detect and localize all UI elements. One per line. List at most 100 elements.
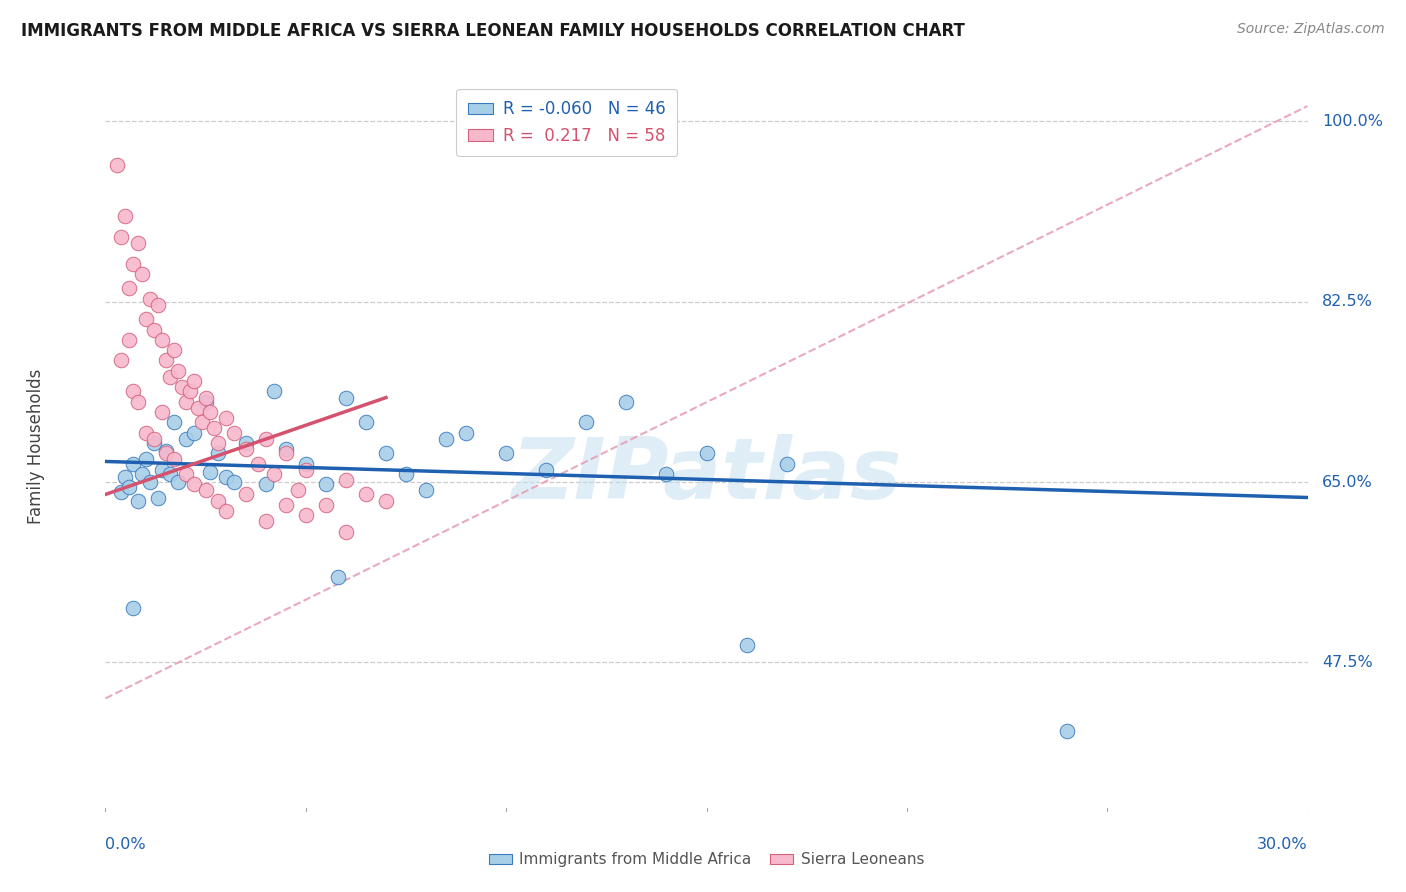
Point	[274, 446, 297, 460]
Point	[194, 483, 217, 498]
Point	[162, 452, 184, 467]
Point	[495, 446, 517, 460]
Point	[135, 452, 157, 467]
Point	[214, 411, 236, 425]
Point	[131, 267, 153, 281]
Point	[335, 473, 357, 487]
Point	[295, 508, 318, 522]
Point	[170, 380, 193, 394]
Point	[159, 467, 181, 481]
Text: 0.0%: 0.0%	[105, 838, 146, 853]
Text: 100.0%: 100.0%	[1322, 114, 1384, 129]
Point	[202, 421, 225, 435]
Text: 82.5%: 82.5%	[1322, 294, 1372, 310]
Point	[110, 230, 132, 244]
Point	[655, 467, 678, 481]
Point	[207, 436, 229, 450]
Point	[162, 343, 184, 358]
Point	[235, 487, 257, 501]
Point	[374, 493, 398, 508]
Point	[534, 463, 557, 477]
Point	[174, 467, 197, 481]
Point	[183, 374, 205, 388]
Point	[263, 384, 285, 399]
Text: 30.0%: 30.0%	[1257, 838, 1308, 853]
Point	[616, 394, 638, 409]
Point	[142, 432, 165, 446]
Point	[246, 457, 269, 471]
Point	[122, 257, 145, 271]
Point	[696, 446, 718, 460]
Point	[110, 353, 132, 368]
Point	[138, 475, 160, 489]
Text: ZIPatlas: ZIPatlas	[512, 434, 901, 516]
Text: IMMIGRANTS FROM MIDDLE AFRICA VS SIERRA LEONEAN FAMILY HOUSEHOLDS CORRELATION CH: IMMIGRANTS FROM MIDDLE AFRICA VS SIERRA …	[21, 22, 965, 40]
Point	[187, 401, 209, 415]
Point	[194, 394, 217, 409]
Point	[118, 333, 141, 347]
Point	[315, 477, 337, 491]
Legend: Immigrants from Middle Africa, Sierra Leoneans: Immigrants from Middle Africa, Sierra Le…	[482, 847, 931, 873]
Point	[1056, 724, 1078, 739]
Point	[263, 467, 285, 481]
Point	[114, 470, 136, 484]
Point	[155, 353, 177, 368]
Point	[214, 504, 236, 518]
Point	[107, 158, 129, 172]
Point	[274, 442, 297, 456]
Point	[434, 432, 457, 446]
Point	[190, 415, 212, 429]
Point	[287, 483, 309, 498]
Point	[122, 457, 145, 471]
Point	[415, 483, 437, 498]
Point	[155, 446, 177, 460]
Point	[326, 570, 349, 584]
Point	[146, 298, 169, 312]
Text: 47.5%: 47.5%	[1322, 655, 1372, 670]
Point	[254, 477, 277, 491]
Point	[198, 465, 221, 479]
Point	[150, 463, 173, 477]
Point	[575, 415, 598, 429]
Point	[295, 457, 318, 471]
Point	[127, 235, 149, 250]
Point	[131, 467, 153, 481]
Point	[127, 394, 149, 409]
Point	[198, 405, 221, 419]
Point	[207, 446, 229, 460]
Point	[254, 514, 277, 528]
Point	[254, 432, 277, 446]
Point	[295, 463, 318, 477]
Point	[179, 384, 201, 399]
Point	[222, 475, 245, 489]
Point	[114, 209, 136, 223]
Point	[235, 436, 257, 450]
Point	[146, 491, 169, 505]
Point	[127, 493, 149, 508]
Point	[194, 391, 217, 405]
Point	[166, 475, 188, 489]
Point	[118, 281, 141, 295]
Point	[735, 638, 758, 652]
Point	[776, 457, 799, 471]
Point	[222, 425, 245, 440]
Point	[166, 364, 188, 378]
Point	[142, 436, 165, 450]
Point	[135, 312, 157, 326]
Point	[162, 415, 184, 429]
Point	[138, 292, 160, 306]
Point	[354, 487, 377, 501]
Point	[142, 322, 165, 336]
Point	[183, 477, 205, 491]
Point	[335, 391, 357, 405]
Point	[174, 432, 197, 446]
Point	[155, 444, 177, 458]
Point	[235, 442, 257, 456]
Text: Source: ZipAtlas.com: Source: ZipAtlas.com	[1237, 22, 1385, 37]
Point	[214, 470, 236, 484]
Point	[110, 485, 132, 500]
Point	[274, 498, 297, 512]
Text: 65.0%: 65.0%	[1322, 475, 1372, 490]
Point	[454, 425, 477, 440]
Point	[315, 498, 337, 512]
